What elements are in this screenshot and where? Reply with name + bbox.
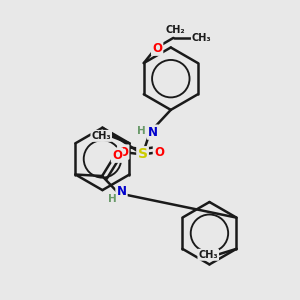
Text: S: S — [138, 148, 148, 161]
Text: H: H — [108, 194, 116, 204]
Text: CH₂: CH₂ — [165, 26, 185, 35]
Text: CH₃: CH₃ — [92, 131, 111, 141]
Text: O: O — [112, 149, 122, 162]
Text: O: O — [152, 42, 162, 55]
Text: N: N — [116, 185, 127, 198]
Text: O: O — [154, 146, 164, 159]
Text: O: O — [118, 146, 128, 159]
Text: N: N — [148, 126, 158, 139]
Text: CH₃: CH₃ — [192, 33, 212, 43]
Text: H: H — [137, 126, 146, 136]
Text: CH₃: CH₃ — [198, 250, 218, 260]
